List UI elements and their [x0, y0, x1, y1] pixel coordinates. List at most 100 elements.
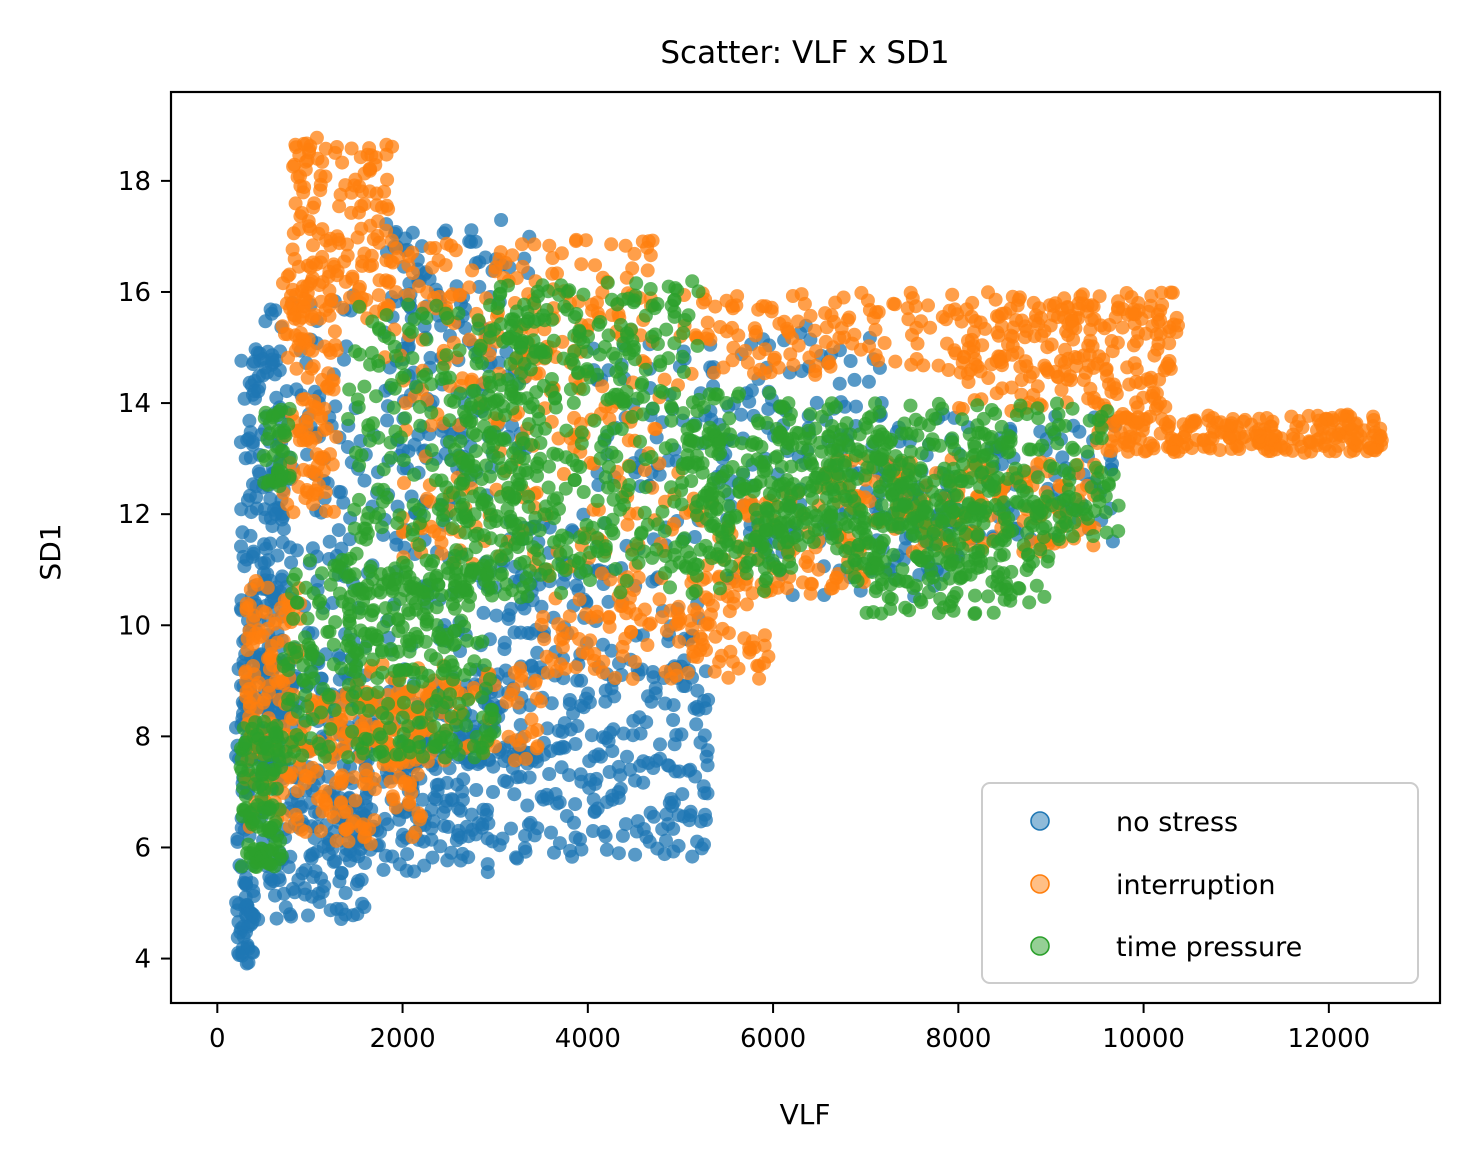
point-no-stress: [602, 765, 617, 779]
point-interruption: [1065, 320, 1080, 335]
point-no-stress: [407, 864, 422, 879]
point-time-pressure: [644, 450, 659, 464]
point-time-pressure: [390, 516, 405, 531]
point-time-pressure: [349, 546, 364, 561]
point-time-pressure: [566, 395, 581, 410]
point-interruption: [507, 665, 522, 680]
point-no-stress: [492, 838, 507, 853]
point-interruption: [238, 666, 253, 680]
point-interruption: [700, 315, 715, 330]
point-time-pressure: [371, 430, 386, 445]
point-time-pressure: [407, 467, 422, 482]
point-interruption: [994, 355, 1009, 370]
point-interruption: [357, 829, 372, 844]
point-time-pressure: [690, 338, 705, 353]
point-no-stress: [380, 413, 395, 428]
point-interruption: [622, 600, 637, 615]
point-time-pressure: [691, 284, 706, 299]
point-interruption: [1037, 358, 1052, 373]
point-time-pressure: [352, 458, 367, 473]
point-time-pressure: [354, 601, 369, 616]
point-interruption: [708, 299, 723, 314]
point-no-stress: [699, 749, 714, 764]
point-time-pressure: [424, 697, 439, 712]
point-no-stress: [229, 895, 244, 910]
point-time-pressure: [281, 691, 296, 706]
point-time-pressure: [576, 382, 591, 397]
point-time-pressure: [370, 671, 385, 686]
point-time-pressure: [645, 298, 660, 313]
point-time-pressure: [386, 400, 401, 415]
point-interruption: [1026, 388, 1041, 402]
point-interruption: [713, 320, 728, 334]
point-interruption: [527, 237, 542, 252]
point-time-pressure: [622, 478, 637, 492]
point-time-pressure: [708, 387, 723, 402]
point-no-stress: [314, 871, 328, 886]
point-no-stress: [392, 857, 407, 872]
point-interruption: [797, 296, 812, 311]
point-interruption: [1019, 359, 1034, 374]
point-interruption: [1143, 298, 1158, 313]
point-time-pressure: [559, 423, 574, 438]
point-interruption: [811, 562, 826, 577]
point-interruption: [320, 378, 335, 393]
point-interruption: [281, 350, 295, 365]
point-interruption: [1165, 285, 1180, 300]
point-no-stress: [400, 847, 415, 862]
point-time-pressure: [389, 349, 403, 363]
point-time-pressure: [412, 399, 427, 414]
point-time-pressure: [506, 389, 521, 404]
point-interruption: [398, 396, 413, 411]
point-time-pressure: [316, 682, 331, 696]
point-time-pressure: [719, 568, 734, 583]
point-interruption: [308, 400, 323, 415]
point-time-pressure: [460, 633, 475, 648]
point-interruption: [506, 682, 521, 697]
point-time-pressure: [349, 445, 363, 460]
point-no-stress: [568, 797, 583, 812]
point-interruption: [318, 784, 333, 799]
point-interruption: [308, 483, 323, 498]
point-no-stress: [685, 849, 700, 864]
point-interruption: [683, 613, 698, 628]
point-no-stress: [357, 900, 372, 914]
point-interruption: [1334, 408, 1349, 423]
point-time-pressure: [238, 734, 253, 749]
point-time-pressure: [653, 384, 668, 398]
point-time-pressure: [401, 297, 416, 312]
point-time-pressure: [519, 571, 534, 586]
point-interruption: [877, 336, 892, 350]
point-time-pressure: [663, 580, 677, 595]
point-time-pressure: [533, 436, 548, 450]
point-time-pressure: [520, 305, 535, 320]
point-interruption: [1248, 425, 1263, 440]
point-time-pressure: [281, 656, 296, 671]
point-no-stress: [507, 625, 522, 640]
point-time-pressure: [625, 409, 640, 424]
point-interruption: [574, 257, 589, 272]
point-interruption: [240, 631, 255, 646]
point-time-pressure: [425, 458, 440, 472]
point-interruption: [313, 183, 328, 198]
point-interruption: [329, 343, 344, 358]
point-interruption: [344, 141, 359, 156]
point-interruption: [740, 355, 755, 370]
point-no-stress: [598, 694, 613, 709]
point-no-stress: [486, 785, 500, 799]
point-interruption: [1063, 373, 1078, 388]
point-no-stress: [246, 907, 261, 922]
point-interruption: [671, 599, 686, 614]
point-time-pressure: [452, 343, 467, 358]
point-time-pressure: [286, 611, 301, 626]
point-time-pressure: [234, 859, 249, 874]
point-interruption: [1106, 377, 1121, 392]
point-time-pressure: [479, 458, 493, 473]
point-time-pressure: [428, 733, 443, 748]
point-time-pressure: [376, 749, 391, 764]
point-time-pressure: [593, 451, 608, 466]
point-no-stress: [570, 719, 585, 733]
point-time-pressure: [290, 704, 305, 719]
point-interruption: [1123, 422, 1138, 437]
point-interruption: [381, 202, 396, 217]
